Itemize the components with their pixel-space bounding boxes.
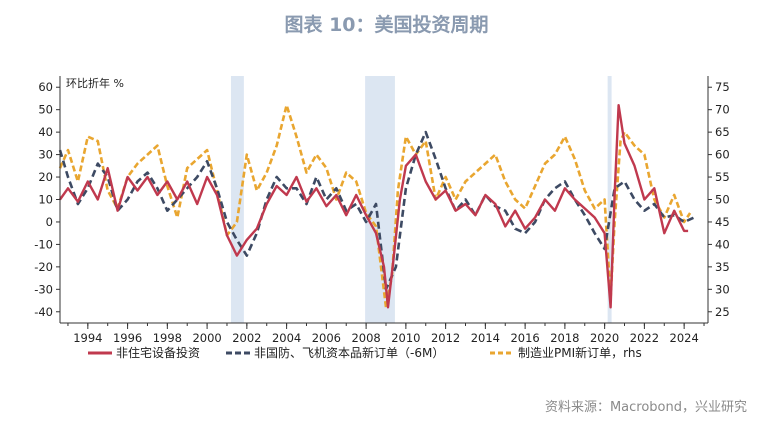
recession-band-0 bbox=[230, 76, 244, 323]
y-tick-label-right: 30 bbox=[715, 282, 730, 296]
y-tick-label-right: 40 bbox=[715, 237, 730, 251]
chart-svg: 6050403020100-10-20-30-40757065605550454… bbox=[34, 76, 730, 360]
x-tick-label: 2016 bbox=[510, 331, 539, 345]
y-tick-label-right: 60 bbox=[715, 148, 730, 162]
y-tick-label-right: 70 bbox=[715, 103, 730, 117]
series-lines bbox=[58, 103, 695, 309]
x-tick-label: 2008 bbox=[351, 331, 380, 345]
recession-shading bbox=[230, 76, 612, 323]
legend: 非住宅设备投资 非国防、飞机资本品新订单（-6M） 制造业PMI新订单，rhs bbox=[88, 345, 642, 360]
x-tick-label: 2018 bbox=[550, 331, 579, 345]
y-tick-label-right: 55 bbox=[715, 170, 730, 184]
y-tick-label-left: 40 bbox=[38, 125, 53, 139]
y-tick-label-left: 20 bbox=[38, 170, 53, 184]
y-tick-label-right: 45 bbox=[715, 215, 730, 229]
source-note: 资料来源：Macrobond，兴业研究 bbox=[544, 400, 747, 415]
axes: 6050403020100-10-20-30-40757065605550454… bbox=[34, 76, 730, 345]
y-tick-label-right: 65 bbox=[715, 125, 730, 139]
legend-label-0: 非住宅设备投资 bbox=[116, 345, 200, 360]
x-tick-label: 2012 bbox=[431, 331, 460, 345]
chart-title: 图表 10：美国投资周期 bbox=[284, 14, 489, 36]
y-unit-label: 环比折年 % bbox=[66, 76, 124, 90]
x-tick-label: 2010 bbox=[391, 331, 420, 345]
legend-label-2: 制造业PMI新订单，rhs bbox=[518, 345, 642, 360]
y-tick-label-left: 50 bbox=[38, 103, 53, 117]
x-tick-label: 2020 bbox=[590, 331, 619, 345]
x-tick-label: 2024 bbox=[670, 331, 699, 345]
y-tick-label-left: -10 bbox=[34, 237, 53, 251]
recession-band-2 bbox=[607, 76, 612, 323]
y-tick-label-left: 10 bbox=[38, 193, 53, 207]
x-tick-label: 2002 bbox=[232, 331, 261, 345]
y-tick-label-left: -40 bbox=[34, 305, 53, 319]
series-line-1 bbox=[58, 130, 695, 291]
x-tick-label: 2000 bbox=[192, 331, 221, 345]
x-tick-label: 2022 bbox=[630, 331, 659, 345]
y-tick-label-left: -20 bbox=[34, 260, 53, 274]
x-tick-label: 2014 bbox=[471, 331, 500, 345]
y-tick-label-left: 30 bbox=[38, 148, 53, 162]
x-tick-label: 2004 bbox=[272, 331, 301, 345]
y-tick-label-right: 35 bbox=[715, 260, 730, 274]
y-tick-label-right: 50 bbox=[715, 193, 730, 207]
y-tick-label-left: 0 bbox=[46, 215, 53, 229]
y-tick-label-right: 25 bbox=[715, 305, 730, 319]
x-tick-label: 1994 bbox=[73, 331, 102, 345]
legend-label-1: 非国防、飞机资本品新订单（-6M） bbox=[254, 345, 444, 360]
x-tick-label: 2006 bbox=[312, 331, 341, 345]
series-line-0 bbox=[59, 103, 689, 309]
x-tick-label: 1996 bbox=[113, 331, 142, 345]
x-tick-label: 1998 bbox=[153, 331, 182, 345]
y-tick-label-right: 75 bbox=[715, 80, 730, 94]
y-tick-label-left: -30 bbox=[34, 282, 53, 296]
y-tick-label-left: 60 bbox=[38, 80, 53, 94]
